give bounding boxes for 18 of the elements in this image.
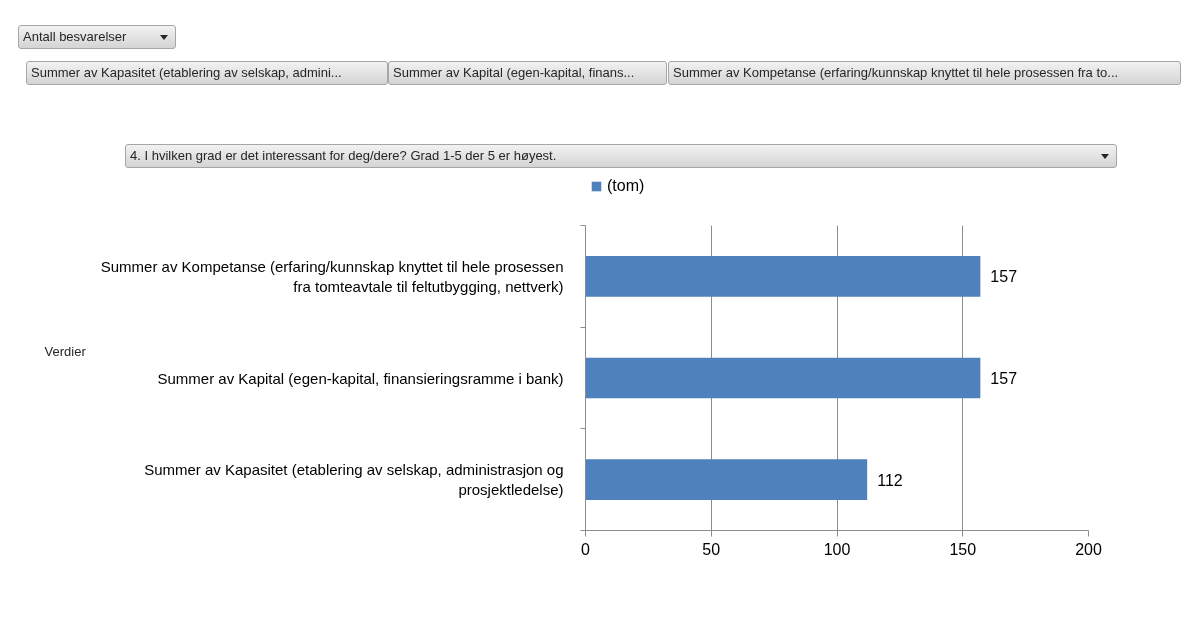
text: Summer av Kompetanse (erfaring/kunnskap knyttet til hele prosessen fra to...: [668, 61, 1181, 85]
data-label: 157: [990, 268, 1018, 286]
text: Summer av Kapasitet (etablering av selskap, admini...: [26, 61, 388, 85]
y-tick-label: Summer av Kompetanse (erfaring/kunnskap knyttet til hele prosessen fra tomteavtale til feltutbygging, nettverk): [100, 257, 564, 296]
x-tick-label: 50: [702, 540, 721, 558]
x-tick-label: 200: [1075, 540, 1102, 558]
x-tick-label: 100: [823, 540, 851, 558]
y-tick-label: Summer av Kapasitet (etablering av selskap, administrasjon og prosjektledelse): [144, 460, 564, 499]
data-label: 157: [990, 370, 1018, 387]
text: Antall besvarelser: [18, 25, 176, 49]
y-axis-title: Verdier: [44, 344, 87, 359]
legend-label: (tom): [607, 177, 645, 195]
data-label: 112: [877, 471, 903, 489]
text: Summer av Kapital (egen-kapital, finans...: [388, 61, 667, 85]
legend-title: 4. I hvilken grad er det interessant for deg/dere? Grad 1-5 der 5 er høyest.: [125, 144, 1117, 168]
x-tick-label: 150: [949, 540, 977, 558]
y-tick-label: Summer av Kapital (egen-kapital, finansieringsramme i bank): [157, 369, 564, 387]
x-tick-label: 0: [581, 540, 591, 558]
